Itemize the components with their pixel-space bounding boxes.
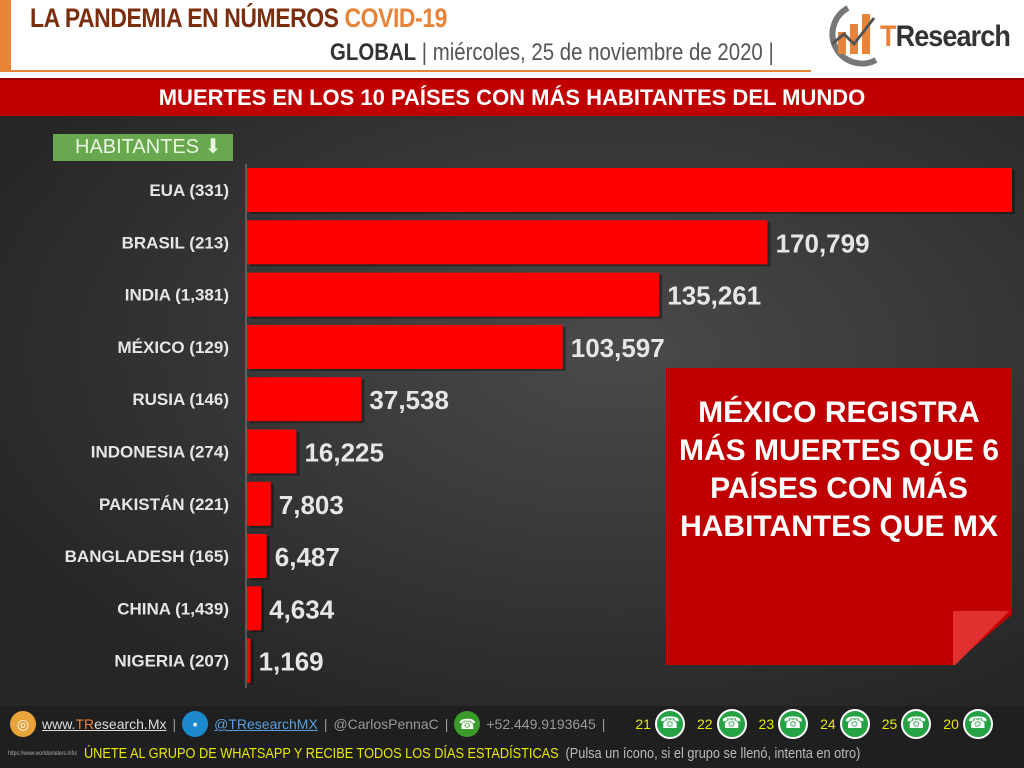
whatsapp-cta: ÚNETE AL GRUPO DE WHATSAPP Y RECIBE TODO… bbox=[83, 745, 559, 762]
habitantes-badge: HABITANTES ⬇ bbox=[53, 134, 233, 161]
chart-area: HABITANTES ⬇ EUA (331) BRASIL (213) 170,79… bbox=[0, 116, 1024, 706]
globe-icon: ◎ bbox=[10, 711, 36, 737]
whatsapp-icon[interactable]: ☎ bbox=[716, 709, 747, 739]
sort-down-icon: ⬇ bbox=[204, 136, 222, 158]
whatsapp-group[interactable]: 25 ☎ bbox=[882, 709, 932, 739]
category-label: PAKISTÁN (221) bbox=[99, 495, 229, 514]
data-label: 16,225 bbox=[304, 438, 384, 468]
subtitle: GLOBAL | miércoles, 25 de noviembre de 2… bbox=[330, 39, 774, 67]
phone-icon: ☎ bbox=[454, 711, 481, 737]
logo-text: TResearch bbox=[880, 20, 1011, 54]
bar bbox=[247, 586, 262, 631]
sep: | bbox=[444, 716, 449, 732]
whatsapp-icon[interactable]: ☎ bbox=[962, 709, 993, 739]
whatsapp-icon[interactable]: ☎ bbox=[839, 709, 870, 739]
whatsapp-groups: 21 ☎ 22 ☎ 23 ☎ 24 ☎ 25 ☎ 20 ☎ bbox=[631, 709, 993, 739]
web-pre: www. bbox=[42, 716, 76, 732]
category-label: CHINA (1,439) bbox=[117, 599, 229, 618]
whatsapp-icon[interactable]: ☎ bbox=[778, 709, 809, 739]
bar bbox=[247, 220, 768, 265]
group-number: 22 bbox=[696, 716, 713, 732]
phone-number: +52.449.9193645 bbox=[486, 716, 596, 732]
group-number: 20 bbox=[943, 716, 959, 732]
category-label: EUA (331) bbox=[149, 181, 229, 200]
page-title: LA PANDEMIA EN NÚMEROS COVID-19 bbox=[30, 3, 447, 34]
group-number: 25 bbox=[881, 716, 898, 732]
website-link[interactable]: www.TResearch.Mx bbox=[42, 715, 166, 733]
data-label: 170,799 bbox=[776, 228, 870, 258]
contact-row: ◎ www.TResearch.Mx | • @TResearchMX | @C… bbox=[10, 709, 993, 739]
data-label: 6,487 bbox=[275, 542, 340, 572]
source-url[interactable]: https://www.worldometers.info/ bbox=[8, 751, 78, 757]
bar-shadow bbox=[250, 640, 254, 685]
chart-title-banner: MUERTES EN LOS 10 PAÍSES CON MÁS HABITAN… bbox=[0, 78, 1024, 116]
bar bbox=[247, 168, 1012, 212]
group-number: 24 bbox=[820, 716, 836, 732]
bar bbox=[247, 638, 251, 683]
whatsapp-group[interactable]: 21 ☎ bbox=[635, 709, 685, 739]
title-accent: COVID-19 bbox=[344, 3, 448, 33]
whatsapp-icon[interactable]: ☎ bbox=[654, 709, 685, 739]
bar bbox=[247, 272, 660, 317]
category-label: BRASIL (213) bbox=[122, 233, 229, 252]
data-label: 135,261 bbox=[667, 281, 761, 311]
bar-chart: EUA (331) BRASIL (213) 170,799 INDIA (1,381… bbox=[65, 164, 1015, 688]
title-text: LA PANDEMIA EN NÚMEROS bbox=[30, 3, 339, 33]
logo-rest: Research bbox=[895, 20, 1011, 53]
group-number: 21 bbox=[635, 716, 651, 732]
tresearch-logo: TResearch bbox=[818, 4, 1024, 70]
group-number: 23 bbox=[758, 716, 775, 732]
whatsapp-icon[interactable]: ☎ bbox=[901, 709, 932, 739]
whatsapp-group[interactable]: 22 ☎ bbox=[697, 709, 747, 739]
whatsapp-group[interactable]: 24 ☎ bbox=[820, 709, 870, 739]
data-label: 103,597 bbox=[571, 333, 665, 363]
logo-t: T bbox=[880, 20, 897, 53]
sep: | bbox=[601, 716, 606, 732]
bar bbox=[247, 324, 563, 369]
category-label: BANGLADESH (165) bbox=[65, 547, 229, 566]
twitter-icon: • bbox=[182, 711, 209, 737]
cta-note: (Pulsa un ícono, si el grupo se llenó, i… bbox=[565, 745, 861, 762]
twitter-link[interactable]: @TResearchMX bbox=[214, 716, 318, 732]
carlos-handle: @CarlosPennaC bbox=[333, 716, 439, 732]
category-label: MÉXICO (129) bbox=[118, 338, 229, 357]
category-label: RUSIA (146) bbox=[132, 390, 229, 409]
bar bbox=[247, 429, 297, 474]
page-curl bbox=[953, 611, 1012, 665]
cta-row: https://www.worldometers.info/ ÚNETE AL … bbox=[8, 744, 860, 764]
category-label: NIGERIA (207) bbox=[114, 652, 229, 671]
sep: | bbox=[421, 39, 428, 66]
header: LA PANDEMIA EN NÚMEROS COVID-19 GLOBAL |… bbox=[0, 0, 1024, 76]
sep: | bbox=[323, 716, 328, 732]
data-label: 1,169 bbox=[259, 647, 324, 677]
logo-chart-icon bbox=[829, 5, 878, 67]
date: miércoles, 25 de noviembre de 2020 bbox=[432, 39, 763, 66]
web-rest: esearch.Mx bbox=[94, 716, 167, 732]
whatsapp-group[interactable]: 23 ☎ bbox=[759, 709, 809, 739]
bar bbox=[247, 481, 271, 526]
whatsapp-group[interactable]: 20 ☎ bbox=[943, 709, 993, 739]
accent-stripe bbox=[0, 0, 11, 72]
footer: ◎ www.TResearch.Mx | • @TResearchMX | @C… bbox=[0, 706, 1024, 768]
data-label: 4,634 bbox=[269, 594, 335, 624]
category-label: INDONESIA (274) bbox=[91, 443, 229, 462]
habitantes-label: HABITANTES bbox=[75, 136, 200, 158]
sep: | bbox=[768, 39, 774, 66]
bar bbox=[247, 534, 267, 579]
scope: GLOBAL bbox=[330, 39, 417, 66]
web-t: TR bbox=[75, 716, 95, 732]
bar bbox=[247, 377, 362, 422]
data-label: 37,538 bbox=[369, 385, 449, 415]
divider bbox=[11, 70, 811, 72]
data-label: 7,803 bbox=[279, 490, 344, 520]
category-label: INDIA (1,381) bbox=[125, 286, 229, 305]
sep: | bbox=[172, 716, 177, 732]
